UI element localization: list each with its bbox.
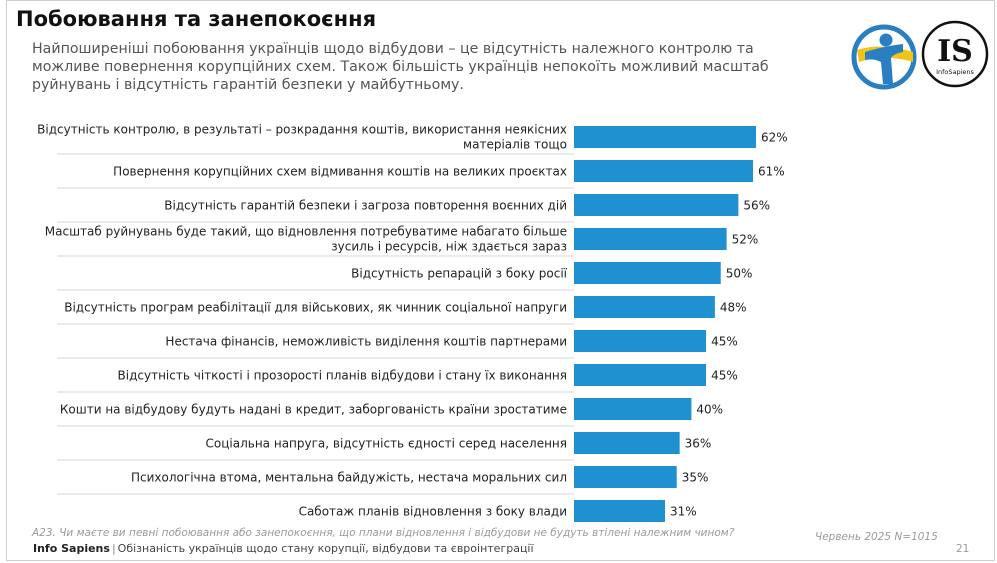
value-label: 40% [696,403,723,417]
bar [574,228,727,250]
bar [574,466,677,488]
logo-caption: InfoSapiens [936,68,974,76]
logo-body-icon [865,44,903,84]
page-number: 21 [956,543,970,555]
category-label: Відсутність репарацій з боку росії [351,267,567,281]
value-label: 56% [743,199,770,213]
logo-head-icon [879,33,893,47]
category-label: Нестача фінансів, неможливість виділення… [165,335,567,349]
survey-source: Червень 2025 N=1015 [815,531,938,543]
bar [574,330,707,352]
blue-figure-logo [851,24,917,90]
value-label: 36% [685,437,712,451]
category-label: Кошти на відбудову будуть надані в креди… [60,403,567,417]
category-label: Відсутність чіткості і прозорості планів… [118,369,567,383]
slide-frame [6,0,995,561]
value-label: 45% [711,335,738,349]
value-label: 62% [761,131,788,145]
bar [574,194,739,216]
footer-separator: | [111,542,116,555]
category-label: Відсутність програм реабілітації для вій… [64,301,567,315]
bar [574,160,754,182]
category-label: Соціальна напруга, відсутність єдності с… [206,437,567,451]
bar [574,126,756,148]
category-label: Відсутність гарантій безпеки і загроза п… [164,199,567,213]
bar [574,398,692,420]
value-label: 48% [720,301,747,315]
infosapiens-logo: IS InfoSapiens [921,20,989,88]
page-subtitle: Найпоширеніші побоювання українців щодо … [32,41,769,93]
bar [574,296,715,318]
value-label: 31% [670,505,697,519]
category-label: Повернення корупційних схем відмивання к… [113,165,567,179]
value-label: 45% [711,369,738,383]
category-label: Масштаб руйнувань буде такий, що відновл… [45,225,567,239]
value-label: 61% [758,165,785,179]
survey-question: A23. Чи маєте ви певні побоювання або за… [32,527,735,539]
page-title: Побоювання та занепокоєння [16,7,377,31]
bar [574,500,665,522]
footer-brand: Info Sapiens [33,542,110,555]
category-label: Саботаж планів відновлення з боку влади [299,505,567,519]
footer: Info Sapiens | Обізнаність українців щодо … [33,542,534,555]
category-label: матеріалів тощо [463,138,567,152]
value-label: 52% [732,233,759,247]
bar [574,364,707,386]
category-label: Психологічна втома, ментальна байдужість… [131,471,567,485]
category-label: Відсутність контролю, в результаті – роз… [37,123,567,137]
value-label: 35% [682,471,709,485]
bar [574,432,680,454]
logo-letters: IS [937,34,973,69]
logo-circle-icon [921,20,989,88]
logo-ring-icon [851,24,917,90]
bar [574,262,721,284]
value-label: 50% [726,267,753,281]
footer-report-title: Обізнаність українців щодо стану корупці… [117,542,534,555]
category-label: зусиль і ресурсів, ніж здається зараз [331,240,567,254]
